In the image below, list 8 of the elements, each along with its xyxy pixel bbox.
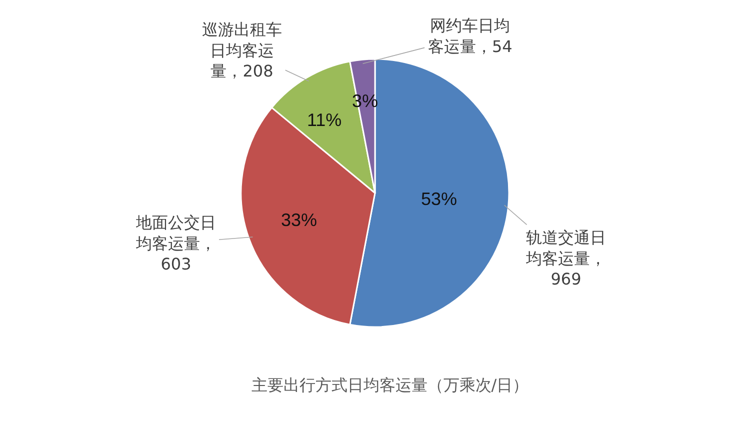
text: 主要出行方式日均客运量（万乘次/日） (251, 376, 529, 395)
data-label: 33% (281, 210, 318, 230)
data-label: 53% (421, 189, 458, 209)
slice-label: 网约车日均客运量，54 (428, 16, 512, 56)
data-label: 11% (307, 110, 342, 130)
slice-label: 轨道交通日均客运量，969 (525, 228, 606, 289)
slice-label: 地面公交日均客运量，603 (135, 213, 216, 274)
slice-label: 巡游出租车日均客运量，208 (202, 20, 282, 81)
